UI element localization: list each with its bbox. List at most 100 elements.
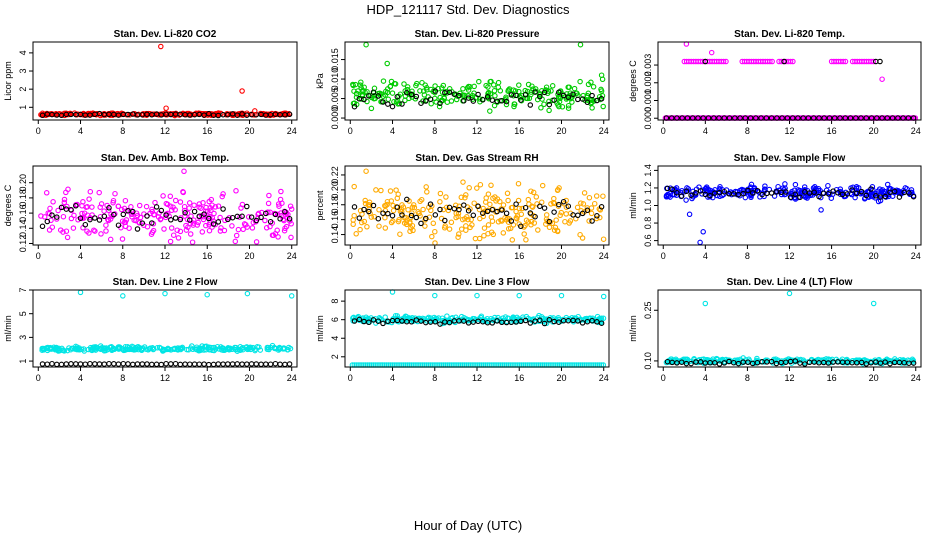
data-point <box>222 346 229 353</box>
data-point <box>489 206 496 213</box>
data-point <box>437 206 443 213</box>
data-point <box>97 204 103 210</box>
x-tick-label: 4 <box>390 126 395 136</box>
data-point <box>580 201 587 207</box>
data-point <box>262 217 268 224</box>
y-tick-label: 0.16 <box>330 211 340 229</box>
data-point <box>495 219 502 225</box>
data-point <box>477 215 483 222</box>
data-point <box>797 360 803 366</box>
data-point <box>96 110 103 117</box>
y-tick-label: 1.4 <box>643 164 653 177</box>
data-point <box>253 361 260 367</box>
data-point <box>528 188 534 194</box>
data-point <box>201 347 207 353</box>
data-point <box>683 197 689 203</box>
data-point <box>84 204 91 210</box>
data-point <box>207 205 213 211</box>
data-point <box>87 188 94 195</box>
data-point <box>170 232 177 238</box>
data-point <box>178 345 184 351</box>
data-point <box>598 96 605 102</box>
x-tick-label: 24 <box>911 373 921 383</box>
data-point <box>504 190 511 197</box>
data-point <box>532 213 538 220</box>
y-axis-label: percent <box>315 190 325 221</box>
data-point <box>350 221 356 228</box>
data-point <box>463 223 469 229</box>
x-tick-label: 16 <box>514 251 524 261</box>
data-point <box>567 218 574 224</box>
x-tick-label: 20 <box>869 126 879 136</box>
data-point <box>215 361 222 367</box>
data-point <box>414 80 420 87</box>
data-point <box>244 203 250 210</box>
data-point <box>172 197 179 204</box>
data-point <box>196 204 202 210</box>
data-point <box>43 190 50 196</box>
data-point <box>461 318 467 324</box>
data-point <box>437 199 443 205</box>
data-point <box>362 89 368 96</box>
data-point <box>408 316 414 323</box>
x-tick-label: 0 <box>661 251 666 261</box>
data-point <box>558 209 565 216</box>
data-point <box>220 206 226 212</box>
data-point <box>600 236 607 242</box>
data-point <box>468 216 474 223</box>
y-axis-label: degrees C <box>3 184 13 226</box>
data-point <box>500 230 507 236</box>
data-point <box>600 103 606 110</box>
panel-title: Stan. Dev. Li-820 CO2 <box>114 29 217 40</box>
x-tick-label: 20 <box>556 251 566 261</box>
data-point <box>125 361 131 367</box>
data-point <box>835 190 841 196</box>
data-point <box>275 234 281 240</box>
data-point <box>390 218 396 224</box>
y-tick-label: 4 <box>18 50 28 55</box>
plot-frame <box>32 289 298 368</box>
data-point <box>424 87 430 93</box>
x-tick-label: 0 <box>36 251 41 261</box>
panel-title: Stan. Dev. Line 3 Flow <box>425 277 530 288</box>
data-point <box>389 90 396 96</box>
data-point <box>532 86 539 92</box>
x-tick-label: 8 <box>432 251 437 261</box>
data-point <box>389 103 396 110</box>
data-point <box>552 224 559 231</box>
data-point <box>461 202 467 208</box>
x-tick-label: 4 <box>703 126 708 136</box>
data-point <box>448 219 455 226</box>
data-point <box>87 360 93 367</box>
data-point <box>533 194 540 200</box>
data-point <box>143 203 150 210</box>
data-point <box>350 217 356 223</box>
data-point <box>376 207 382 213</box>
data-point <box>158 361 165 368</box>
data-point <box>726 358 732 365</box>
data-point <box>493 198 499 204</box>
data-point <box>432 319 439 325</box>
data-point <box>579 210 586 217</box>
data-point <box>441 225 448 231</box>
y-tick-label: 0.001 <box>643 89 653 112</box>
x-tick-label: 20 <box>244 373 254 383</box>
data-point <box>554 228 561 235</box>
data-point <box>465 95 472 101</box>
data-point <box>686 211 693 218</box>
data-point <box>689 195 695 202</box>
data-point <box>65 186 71 193</box>
data-point <box>115 203 122 210</box>
data-point <box>248 361 255 367</box>
data-point <box>515 197 522 204</box>
data-point <box>505 226 512 232</box>
data-point <box>97 213 104 220</box>
data-point <box>233 188 239 194</box>
data-point <box>499 218 505 224</box>
data-point <box>279 200 285 206</box>
data-point <box>470 212 477 219</box>
data-point <box>286 111 293 118</box>
data-point <box>494 318 500 324</box>
data-point <box>458 317 464 324</box>
